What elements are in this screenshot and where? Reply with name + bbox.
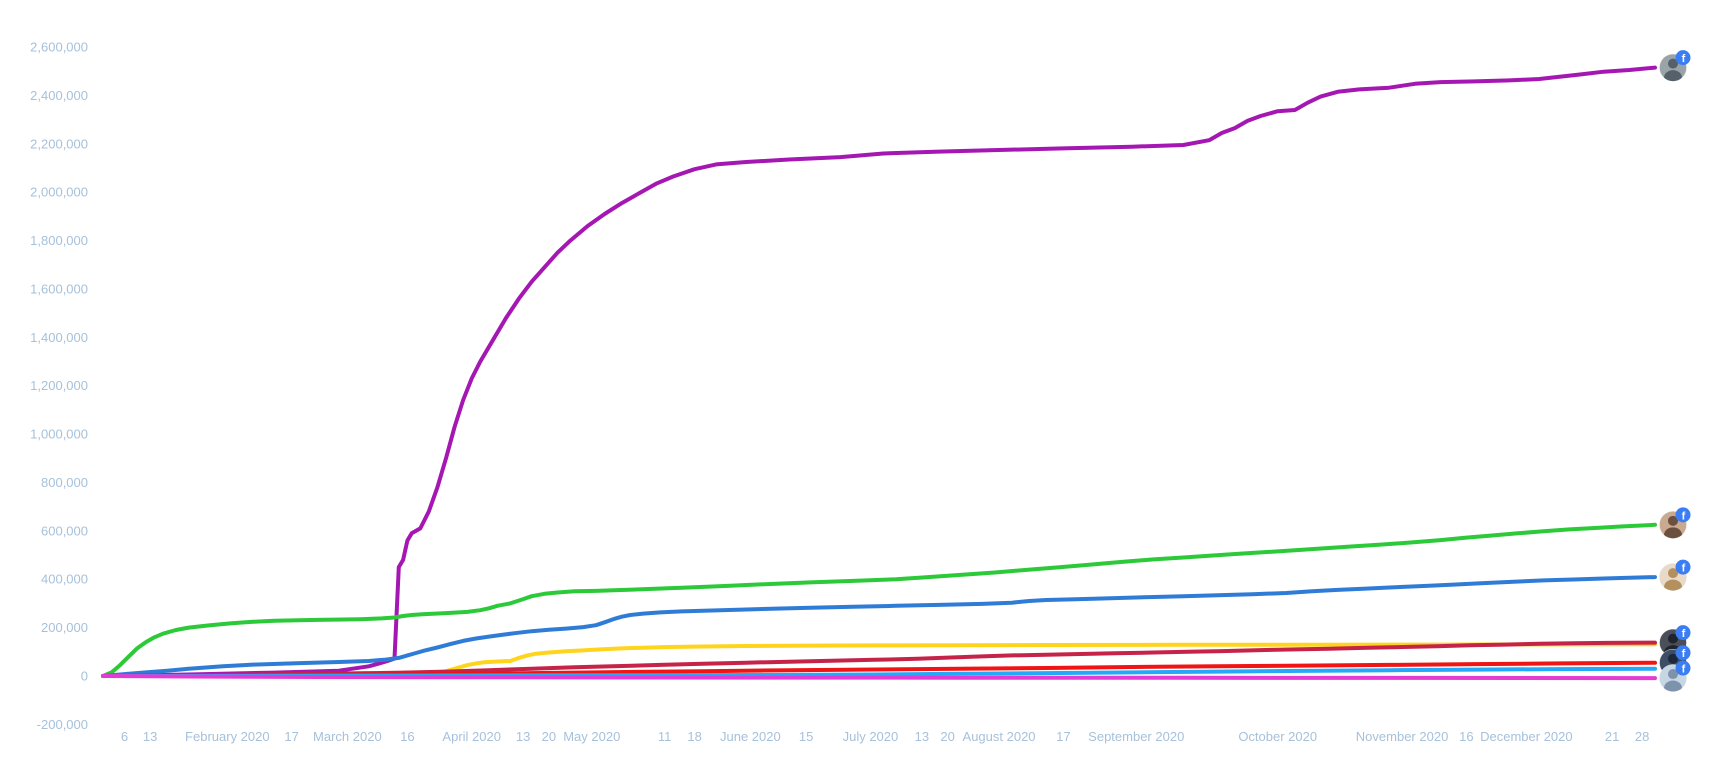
x-axis-label: 17 bbox=[284, 729, 298, 744]
x-axis-label: July 2020 bbox=[843, 729, 899, 744]
y-axis-label: 0 bbox=[81, 669, 88, 684]
avatar-person-icon bbox=[1664, 515, 1682, 539]
x-axis-label: November 2020 bbox=[1356, 729, 1449, 744]
x-axis-label: March 2020 bbox=[313, 729, 382, 744]
facebook-badge-glyph: f bbox=[1682, 628, 1686, 640]
x-axis-label: 21 bbox=[1605, 729, 1619, 744]
y-axis-label: 1,800,000 bbox=[30, 233, 88, 248]
y-axis-label: 1,200,000 bbox=[30, 378, 88, 393]
series-line-purple[interactable] bbox=[101, 65, 1657, 678]
facebook-badge-glyph: f bbox=[1682, 563, 1686, 575]
page-avatar[interactable]: f bbox=[1659, 507, 1691, 542]
x-axis-label: 16 bbox=[400, 729, 414, 744]
avatar-person-icon bbox=[1664, 669, 1682, 692]
y-axis-label: 1,400,000 bbox=[30, 330, 88, 345]
x-axis-label: December 2020 bbox=[1480, 729, 1573, 744]
x-axis-label: 20 bbox=[542, 729, 556, 744]
x-axis-label: June 2020 bbox=[720, 729, 781, 744]
x-axis-label: February 2020 bbox=[185, 729, 270, 744]
facebook-badge-icon bbox=[1675, 50, 1691, 66]
x-axis-label: May 2020 bbox=[563, 729, 620, 744]
series-line-blue[interactable] bbox=[101, 575, 1657, 678]
facebook-badge-icon bbox=[1675, 559, 1691, 575]
x-axis-label: April 2020 bbox=[442, 729, 501, 744]
page-avatar[interactable]: f bbox=[1659, 50, 1691, 85]
x-axis-label: 13 bbox=[143, 729, 157, 744]
x-axis-label: 28 bbox=[1635, 729, 1649, 744]
x-axis-label: August 2020 bbox=[963, 729, 1036, 744]
y-axis-label: 1,600,000 bbox=[30, 281, 88, 296]
x-axis-label: 6 bbox=[121, 729, 128, 744]
facebook-badge-icon bbox=[1675, 507, 1691, 523]
y-axis-label: 2,400,000 bbox=[30, 88, 88, 103]
x-axis-label: 15 bbox=[799, 729, 813, 744]
series-line-magenta[interactable] bbox=[101, 674, 1657, 681]
y-axis-label: 200,000 bbox=[41, 620, 88, 635]
x-axis-label: 11 bbox=[658, 729, 672, 744]
series-line-green[interactable] bbox=[101, 522, 1657, 678]
facebook-badge-glyph: f bbox=[1682, 53, 1686, 65]
y-axis-label: 2,000,000 bbox=[30, 185, 88, 200]
page-avatar[interactable]: f bbox=[1659, 660, 1691, 696]
y-axis-label: 2,200,000 bbox=[30, 136, 88, 151]
y-axis-label: 2,600,000 bbox=[30, 40, 88, 55]
x-axis-label: 18 bbox=[687, 729, 701, 744]
facebook-badge-glyph: f bbox=[1682, 664, 1686, 676]
series-line-crimson[interactable] bbox=[101, 640, 1657, 678]
y-axis-label: 1,000,000 bbox=[30, 427, 88, 442]
y-axis-label: 600,000 bbox=[41, 523, 88, 538]
facebook-badge-glyph: f bbox=[1682, 648, 1686, 660]
x-axis-label: 17 bbox=[1056, 729, 1070, 744]
avatar-person-icon bbox=[1664, 568, 1682, 591]
x-axis-label: 20 bbox=[940, 729, 954, 744]
facebook-badge-icon bbox=[1675, 625, 1691, 641]
x-axis-label: September 2020 bbox=[1088, 729, 1184, 744]
y-axis-label: -200,000 bbox=[37, 717, 88, 732]
facebook-badge-icon bbox=[1675, 645, 1691, 661]
series-line-yellow[interactable] bbox=[101, 642, 1657, 678]
facebook-badge-icon bbox=[1675, 660, 1691, 676]
x-axis-label: 16 bbox=[1459, 729, 1473, 744]
page-avatar[interactable]: f bbox=[1659, 559, 1691, 595]
y-axis-label: 400,000 bbox=[41, 572, 88, 587]
avatar-person-icon bbox=[1664, 58, 1682, 82]
x-axis-label: 13 bbox=[516, 729, 530, 744]
x-axis-label: October 2020 bbox=[1238, 729, 1317, 744]
y-axis-label: 800,000 bbox=[41, 475, 88, 490]
facebook-badge-glyph: f bbox=[1682, 510, 1686, 522]
x-axis-label: 13 bbox=[915, 729, 929, 744]
